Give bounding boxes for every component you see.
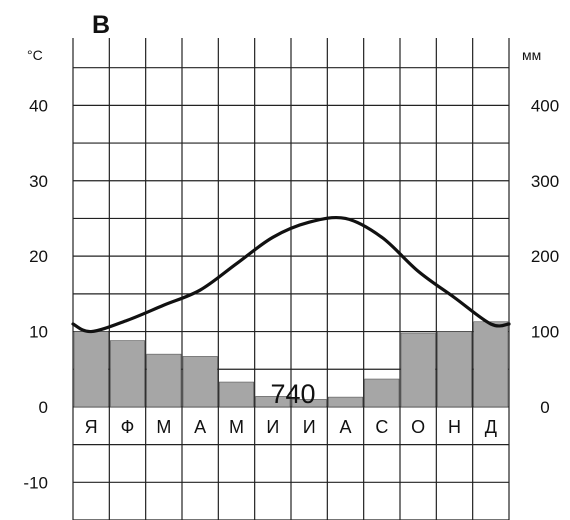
temperature-line-group: [71, 215, 511, 334]
temperature-tick-label: -10: [23, 473, 48, 492]
precipitation-bar: [400, 332, 436, 408]
temperature-line: [71, 215, 511, 334]
month-label: М: [229, 417, 244, 437]
precipitation-tick-label: 400: [531, 96, 559, 115]
grid: [72, 38, 510, 520]
precipitation-bar: [328, 396, 363, 408]
labels: В °С мм 740 Я Ф М А М И И А С О Н Д-100102030400100…: [23, 11, 559, 492]
precipitation-bars: [73, 321, 509, 408]
precipitation-bar: [291, 399, 327, 408]
left-axis-unit: °С: [27, 47, 43, 63]
temperature-tick-label: 10: [29, 323, 48, 342]
month-label: О: [411, 417, 425, 437]
temperature-tick-label: 30: [29, 172, 48, 191]
precipitation-bar: [146, 353, 182, 408]
precipitation-bar: [364, 378, 400, 408]
annual-precipitation-label: 740: [270, 379, 315, 409]
temperature-tick-label: 40: [29, 96, 48, 115]
precipitation-tick-label: 300: [531, 172, 559, 191]
month-label: М: [156, 417, 171, 437]
precipitation-bar: [219, 381, 254, 408]
month-label: А: [339, 417, 351, 437]
precipitation-bar: [473, 321, 509, 408]
month-label: И: [303, 417, 316, 437]
precipitation-bar: [437, 331, 472, 408]
month-label: Я: [85, 417, 98, 437]
month-label: А: [194, 417, 206, 437]
temperature-tick-label: 20: [29, 247, 48, 266]
precipitation-bar: [182, 356, 218, 408]
temperature-tick-label: 0: [39, 398, 48, 417]
right-axis-unit: мм: [522, 47, 541, 63]
month-label: С: [375, 417, 388, 437]
month-label: И: [266, 417, 279, 437]
precipitation-tick-label: 100: [531, 323, 559, 342]
precipitation-bar: [255, 396, 291, 408]
month-label: Д: [485, 417, 497, 437]
precipitation-bar: [110, 340, 145, 408]
precipitation-bar: [73, 331, 109, 408]
month-label: Н: [448, 417, 461, 437]
precipitation-tick-label: 0: [540, 398, 549, 417]
month-label: Ф: [121, 417, 135, 437]
panel-letter: В: [92, 11, 110, 39]
precipitation-tick-label: 200: [531, 247, 559, 266]
